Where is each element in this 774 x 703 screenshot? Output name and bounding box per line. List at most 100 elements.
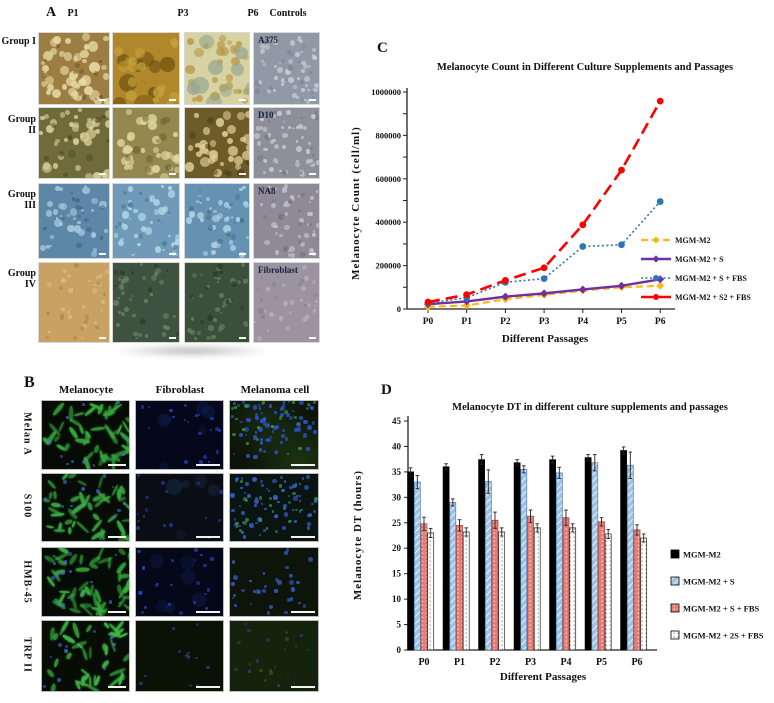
speckle xyxy=(141,566,146,571)
scale-bar xyxy=(239,253,246,255)
speckle xyxy=(73,336,77,340)
speckle xyxy=(238,305,242,308)
speckle xyxy=(211,334,216,340)
speckle xyxy=(301,136,305,140)
speckle xyxy=(306,88,310,92)
speckle xyxy=(263,679,267,683)
speckle xyxy=(313,82,319,89)
speckle xyxy=(148,426,151,429)
speckle xyxy=(155,268,162,275)
speckle xyxy=(244,433,247,436)
speckle xyxy=(191,272,198,279)
speckle xyxy=(149,220,153,224)
speckle xyxy=(162,206,169,212)
speckle xyxy=(199,201,203,205)
speckle xyxy=(239,187,243,192)
speckle xyxy=(152,86,165,99)
speckle xyxy=(271,510,275,514)
speckle xyxy=(63,649,68,654)
speckle xyxy=(302,44,306,49)
speckle xyxy=(254,133,260,139)
speckle xyxy=(243,321,248,326)
speckle xyxy=(155,584,159,588)
speckle xyxy=(60,455,63,458)
speckle xyxy=(255,126,261,131)
speckle xyxy=(247,494,252,499)
panel-a-column-header: Controls xyxy=(269,8,307,19)
speckle xyxy=(295,162,300,167)
speckle xyxy=(138,591,142,595)
speckle xyxy=(61,278,66,284)
speckle xyxy=(254,431,257,434)
speckle xyxy=(51,122,56,128)
cell-shape xyxy=(67,474,78,480)
series-marker xyxy=(653,275,659,281)
speckle xyxy=(140,405,145,409)
series-marker xyxy=(618,166,625,174)
panel-a-column-header: P1 xyxy=(67,8,79,19)
speckle xyxy=(263,90,266,93)
speckle xyxy=(114,225,119,229)
speckle xyxy=(74,63,80,69)
panel-b-tile xyxy=(229,473,319,542)
speckle xyxy=(273,665,277,669)
speckle xyxy=(249,523,254,528)
speckle xyxy=(309,159,314,163)
speckle xyxy=(311,96,315,99)
speckle xyxy=(222,224,231,233)
speckle xyxy=(280,58,285,63)
speckle xyxy=(117,60,129,72)
speckle xyxy=(104,120,109,129)
chart-d-legend-label: MGM-M2 xyxy=(683,550,721,560)
speckle xyxy=(204,592,207,596)
speckle xyxy=(281,428,286,433)
speckle xyxy=(94,116,102,124)
speckle xyxy=(212,214,220,223)
panel-b-tile xyxy=(229,620,319,692)
speckle xyxy=(206,209,211,214)
speckle xyxy=(283,204,287,208)
speckle xyxy=(312,421,316,425)
speckle xyxy=(290,253,296,258)
speckle xyxy=(230,63,244,77)
speckle xyxy=(104,229,108,233)
speckle xyxy=(192,593,207,608)
speckle xyxy=(142,276,146,280)
speckle xyxy=(279,169,282,173)
speckle xyxy=(274,577,279,583)
speckle xyxy=(179,610,183,615)
speckle xyxy=(269,140,275,145)
speckle xyxy=(262,308,268,314)
speckle xyxy=(128,57,138,67)
speckle xyxy=(144,605,147,609)
speckle xyxy=(101,114,106,120)
series-marker xyxy=(652,236,660,244)
speckle xyxy=(280,83,284,86)
speckle xyxy=(283,301,289,307)
speckle xyxy=(196,623,200,627)
speckle xyxy=(262,127,267,132)
scale-bar xyxy=(291,464,315,466)
speckle xyxy=(160,118,167,125)
speckle xyxy=(186,651,190,655)
speckle xyxy=(61,571,66,576)
speckle xyxy=(93,630,96,633)
speckle xyxy=(42,73,48,78)
speckle xyxy=(233,518,237,521)
speckle xyxy=(239,479,243,483)
speckle xyxy=(228,155,234,162)
speckle xyxy=(67,551,72,556)
speckle xyxy=(306,425,312,431)
speckle xyxy=(303,484,309,490)
chart-d-xtick-label: P0 xyxy=(418,657,429,668)
speckle xyxy=(247,628,251,633)
speckle xyxy=(274,40,279,45)
speckle xyxy=(263,507,267,511)
speckle xyxy=(268,503,273,508)
speckle xyxy=(147,287,153,292)
speckle xyxy=(84,138,92,146)
speckle xyxy=(117,139,126,148)
speckle xyxy=(136,61,147,72)
speckle xyxy=(125,155,131,161)
speckle xyxy=(305,446,310,452)
